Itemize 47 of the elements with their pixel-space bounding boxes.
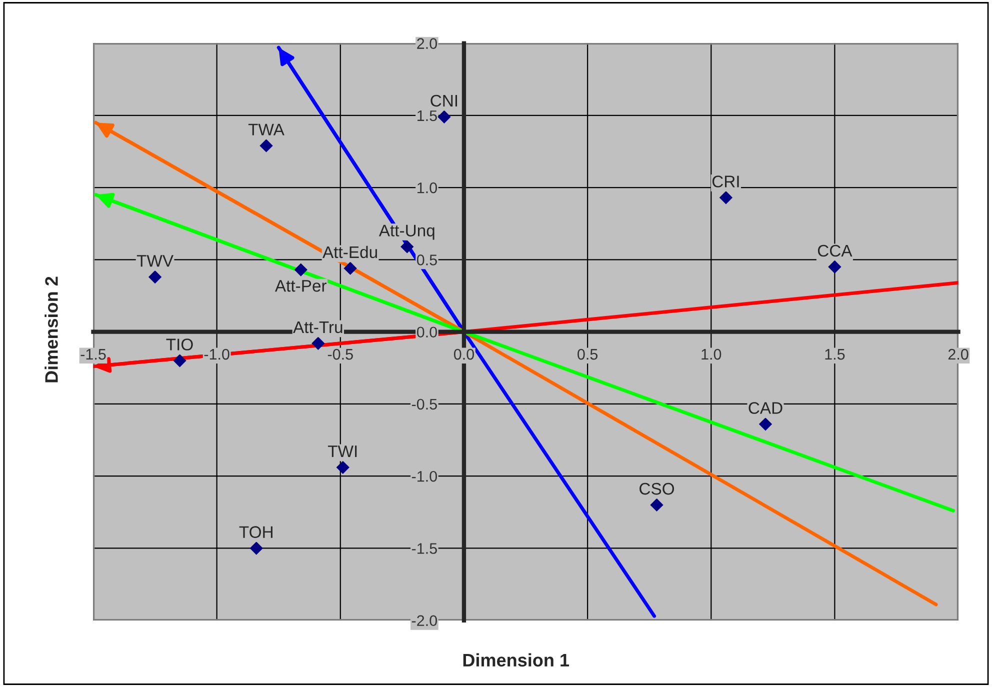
annotation: Att-Per — [274, 280, 327, 292]
annotation: CSO — [640, 482, 674, 495]
annotation: TIO — [166, 338, 193, 350]
y-axis-title: Dimension 2 — [44, 276, 58, 382]
point — [400, 240, 414, 254]
annotation: TWI — [328, 446, 357, 458]
x-tick-label: -0.5 — [328, 348, 353, 360]
y-tick-label: -1.0 — [412, 470, 437, 482]
y-tick-label: 1.0 — [418, 182, 437, 194]
x-axis-title: Dimension 1 — [463, 653, 570, 667]
point — [336, 460, 350, 474]
annotation: CRI — [712, 176, 739, 188]
annotation: Att-Edu — [322, 246, 377, 258]
annotation: TWV — [136, 255, 174, 267]
x-tick-label: 1.5 — [825, 349, 845, 360]
annotation: Att-Unq — [378, 224, 434, 240]
point — [260, 139, 273, 152]
annotation: TWA — [248, 124, 284, 136]
y-tick-label: 2.0 — [417, 38, 437, 49]
point — [148, 270, 162, 284]
y-tick-label: 0.0 — [416, 326, 437, 338]
point — [173, 354, 186, 368]
point — [344, 262, 357, 275]
y-tick-label: 0.5 — [416, 254, 437, 266]
x-tick-label: 0.5 — [578, 348, 598, 360]
annotation: CAD — [748, 402, 782, 414]
y-tick-label: 1.5 — [418, 110, 437, 122]
point — [719, 191, 733, 204]
point — [650, 498, 664, 512]
y-tick-label: -0.5 — [412, 398, 437, 410]
annotation: Att-Tru — [293, 321, 342, 334]
x-tick-label: 1.0 — [702, 348, 722, 360]
point — [438, 110, 451, 124]
point — [294, 263, 308, 276]
y-tick-label: -2.0 — [412, 615, 437, 626]
point — [312, 336, 325, 350]
point — [758, 418, 772, 431]
x-tick-label: 0.0 — [454, 348, 474, 360]
annotation: TOH — [239, 526, 272, 538]
x-tick-label: -1.5 — [80, 349, 106, 360]
x-tick-label: 2.0 — [948, 348, 968, 360]
x-tick-label: -1.0 — [204, 348, 230, 360]
annotation: CNI — [430, 94, 458, 107]
point — [828, 260, 842, 274]
y-tick-label: -1.5 — [412, 543, 437, 554]
annotation: CCA — [818, 244, 852, 257]
point — [250, 542, 263, 555]
